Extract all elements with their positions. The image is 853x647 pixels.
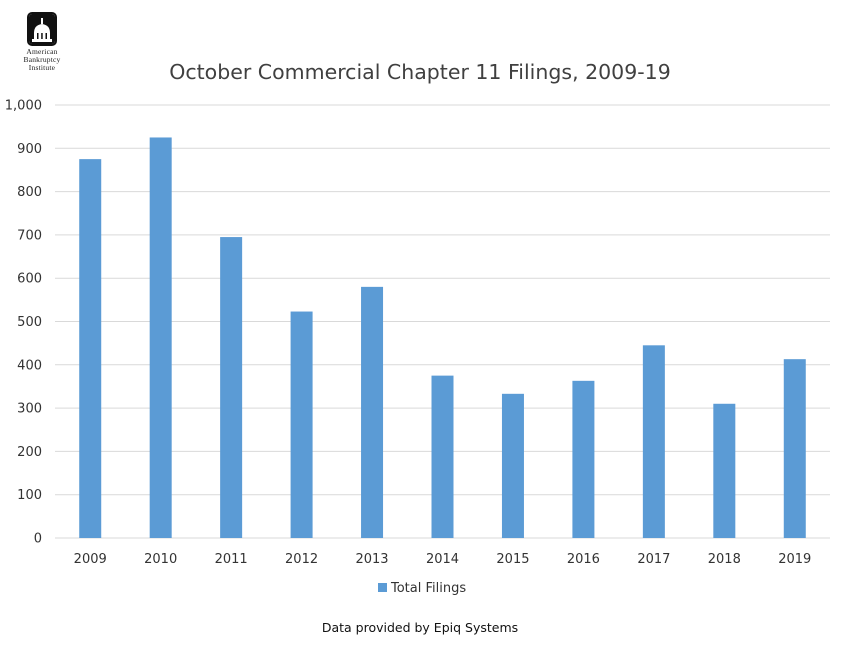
x-tick-label: 2013 <box>355 552 388 567</box>
x-tick-label: 2016 <box>567 552 600 567</box>
bar-2017 <box>642 345 665 538</box>
x-tick-label: 2010 <box>144 552 177 567</box>
source-note: Data provided by Epiq Systems <box>322 620 518 635</box>
x-tick-label: 2018 <box>708 552 741 567</box>
bar-2009 <box>79 159 102 538</box>
logo-line: Bankruptcy <box>23 55 61 64</box>
abi-logo: American Bankruptcy Institute <box>10 12 74 84</box>
x-tick-label: 2019 <box>778 552 811 567</box>
x-axis-ticks: 2009 2010 2011 2012 2013 2014 2015 2016 2017 2018… <box>74 552 812 567</box>
y-axis-ticks: 0 100 200 300 400 500 600 700 800 900 1,000 <box>5 99 42 547</box>
y-tick-label: 1,000 <box>5 99 42 114</box>
bar-2014 <box>431 375 454 538</box>
y-tick-label: 200 <box>17 445 42 460</box>
y-tick-label: 0 <box>34 532 42 547</box>
legend-swatch <box>378 583 387 592</box>
bar-2016 <box>572 380 595 538</box>
capitol-dome-icon <box>27 12 57 46</box>
y-tick-label: 700 <box>17 228 42 243</box>
x-tick-label: 2017 <box>637 552 670 567</box>
x-tick-label: 2015 <box>496 552 529 567</box>
bar-2015 <box>501 393 524 538</box>
bar-2013 <box>361 286 384 538</box>
y-tick-label: 600 <box>17 272 42 287</box>
x-tick-label: 2011 <box>215 552 248 567</box>
x-tick-label: 2012 <box>285 552 318 567</box>
bar-2011 <box>220 237 243 538</box>
y-tick-label: 900 <box>17 142 42 157</box>
logo-line: Institute <box>28 63 56 72</box>
y-tick-label: 400 <box>17 358 42 373</box>
bar-2019 <box>783 359 806 538</box>
y-tick-label: 500 <box>17 315 42 330</box>
y-tick-label: 100 <box>17 488 42 503</box>
chart-title: October Commercial Chapter 11 Filings, 2… <box>169 60 671 84</box>
bar-2018 <box>713 403 736 538</box>
bars <box>79 137 806 538</box>
bar-2010 <box>149 137 172 538</box>
legend: Total Filings <box>378 581 466 596</box>
bar-2012 <box>290 311 313 538</box>
y-tick-label: 800 <box>17 185 42 200</box>
logo-line: American <box>26 47 58 56</box>
y-tick-label: 300 <box>17 402 42 417</box>
x-tick-label: 2014 <box>426 552 459 567</box>
x-tick-label: 2009 <box>74 552 107 567</box>
legend-label: Total Filings <box>390 581 466 596</box>
